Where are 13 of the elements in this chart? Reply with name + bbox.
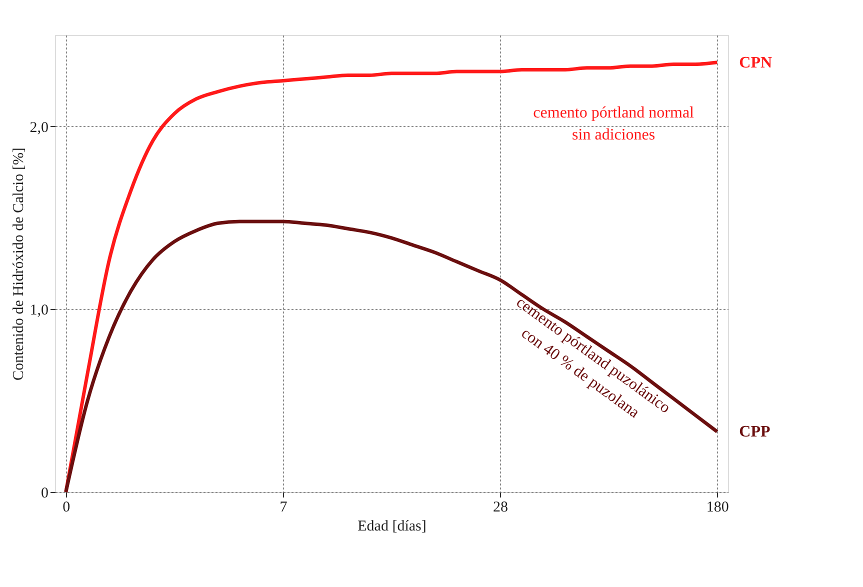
x-tick-label: 7 — [280, 500, 288, 516]
y-tick-label: 2,0 — [30, 120, 48, 136]
x-axis-title: Edad [días] — [358, 518, 426, 534]
series-label: CPN — [739, 54, 772, 72]
x-tick-label: 28 — [493, 500, 508, 516]
y-axis-title: Contenido de Hidróxido de Calcio [%] — [10, 148, 27, 380]
y-tick-label: 0 — [41, 486, 48, 502]
series-label: CPP — [739, 424, 770, 441]
annotation: cemento pórtland normal sin adiciones — [533, 104, 695, 144]
x-tick-label: 0 — [62, 500, 70, 516]
y-tick-label: 1,0 — [30, 302, 48, 319]
x-tick-label: 180 — [706, 500, 729, 516]
line-series — [64, 220, 719, 494]
